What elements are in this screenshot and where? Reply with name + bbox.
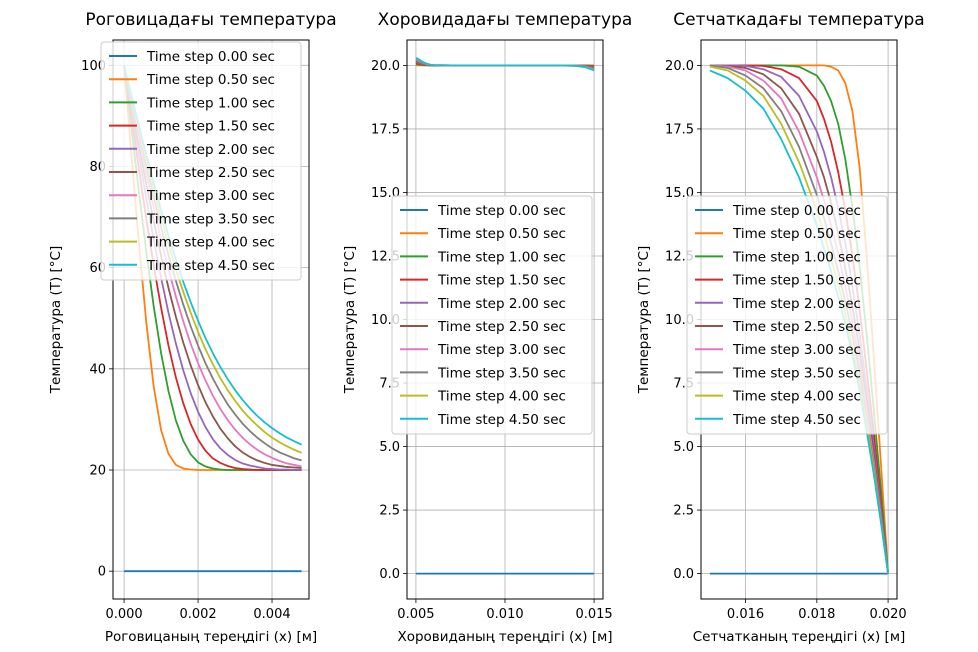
chart-2-legend-label-7: Time step 3.50 sec [732,365,861,381]
chart-2-legend-label-1: Time step 0.50 sec [732,226,861,242]
chart-0-xlabel: Роговицаның тереңдігі (x) [м] [105,629,317,645]
chart-0-legend-label-4: Time step 2.00 sec [146,142,275,158]
chart-1-ytick-label-0: 0.0 [379,567,400,582]
chart-2-legend-label-4: Time step 2.00 sec [732,296,861,312]
chart-1-xlabel: Хоровиданың тереңдігі (x) [м] [397,629,612,645]
chart-2-ytick-label-1: 2.5 [673,504,694,519]
chart-2-legend-box [686,195,888,435]
chart-2-xtick-label-1: 0.018 [798,607,835,622]
chart-2-title: Сетчаткадағы температура [673,10,924,30]
chart-1-xtick-label-2: 0.015 [575,607,612,622]
chart-0-legend-label-9: Time step 4.50 sec [146,258,275,274]
chart-2-xtick-label-2: 0.020 [869,607,906,622]
chart-0-legend-label-5: Time step 2.50 sec [146,165,275,181]
chart-1-ytick-label-2: 5.0 [379,440,400,455]
chart-0-xtick-label-0: 0.000 [105,607,142,622]
chart-1-legend-label-8: Time step 4.00 sec [437,389,566,405]
chart-0-legend-box [100,41,302,281]
chart-0-ytick-label-2: 40 [89,362,106,377]
chart-1-legend-label-3: Time step 1.50 sec [437,273,566,289]
chart-1-series-group [415,57,595,575]
chart-2-ytick-label-2: 5.0 [673,440,694,455]
chart-0-ytick-label-1: 20 [89,464,106,479]
chart-2-ylabel: Температура (T) [°C] [636,246,652,394]
chart-2-ytick-label-6: 15.0 [665,186,694,201]
chart-1-xtick-label-0: 0.005 [397,607,434,622]
chart-0-legend-label-6: Time step 3.00 sec [146,188,275,204]
chart-0-legend-label-1: Time step 0.50 sec [146,72,275,88]
chart-0-legend-label-0: Time step 0.00 sec [146,49,275,65]
chart-0-legend-label-7: Time step 3.50 sec [146,211,275,227]
chart-1-legend-label-2: Time step 1.00 sec [437,249,566,265]
chart-2-legend-label-0: Time step 0.00 sec [732,203,861,219]
chart-0-legend-label-8: Time step 4.00 sec [146,235,275,251]
chart-2-xtick-label-0: 0.016 [727,607,764,622]
chart-2-legend-label-9: Time step 4.50 sec [732,412,861,428]
chart-2-legend-label-5: Time step 2.50 sec [732,319,861,335]
chart-0-ytick-label-5: 100 [81,59,106,74]
chart-1-legend-label-5: Time step 2.50 sec [437,319,566,335]
chart-2-ytick-label-8: 20.0 [665,59,694,74]
chart-0-ytick-label-0: 0 [98,565,106,580]
chart-2-legend-label-3: Time step 1.50 sec [732,273,861,289]
chart-2-legend-label-2: Time step 1.00 sec [732,249,861,265]
chart-1-ylabel: Температура (T) [°C] [342,246,358,394]
retina-temperature-chart: 0.016 0.018 0.0200.02.55.07.510.012.515.01… [636,10,925,645]
chart-0-legend-label-2: Time step 1.00 sec [146,95,275,111]
chart-1-ytick-label-1: 2.5 [379,504,400,519]
chart-1-legend-label-6: Time step 3.00 sec [437,342,566,358]
chart-2-ytick-label-7: 17.5 [665,122,694,137]
chart-2-legend-label-8: Time step 4.00 sec [732,389,861,405]
chart-0-axes-frame [112,39,310,600]
chart-2-legend-label-6: Time step 3.00 sec [732,342,861,358]
chart-1-legend-box [391,195,593,435]
chart-0-legend-label-3: Time step 1.50 sec [146,119,275,135]
chart-0-xtick-label-2: 0.004 [253,607,290,622]
chart-1-title: Хоровидадағы температура [378,10,633,30]
chart-1-legend-label-9: Time step 4.50 sec [437,412,566,428]
chart-0-ylabel: Температура (T) [°C] [48,246,64,394]
chart-1-legend-label-0: Time step 0.00 sec [437,203,566,219]
chart-1-ytick-label-7: 17.5 [371,122,400,137]
chart-1-legend-label-7: Time step 3.50 sec [437,365,566,381]
chart-2-ytick-label-0: 0.0 [673,567,694,582]
chorioid-temperature-chart: 0.005 0.010 0.0150.02.55.07.510.012.515.01… [342,10,632,645]
cornea-temperature-chart: 0.000 0.002 0.004020406080100Роговицадағы … [48,10,337,645]
chart-1-ytick-label-8: 20.0 [371,59,400,74]
chart-1-legend-label-4: Time step 2.00 sec [437,296,566,312]
chart-1-series-line-9 [415,57,595,72]
chart-1-xtick-label-1: 0.010 [486,607,523,622]
chart-0-xtick-label-1: 0.002 [179,607,216,622]
chart-2-xlabel: Сетчатканың тереңдігі (x) [м] [693,629,906,645]
chart-0-title: Роговицадағы температура [85,10,336,30]
chart-1-legend-label-1: Time step 0.50 sec [437,226,566,242]
